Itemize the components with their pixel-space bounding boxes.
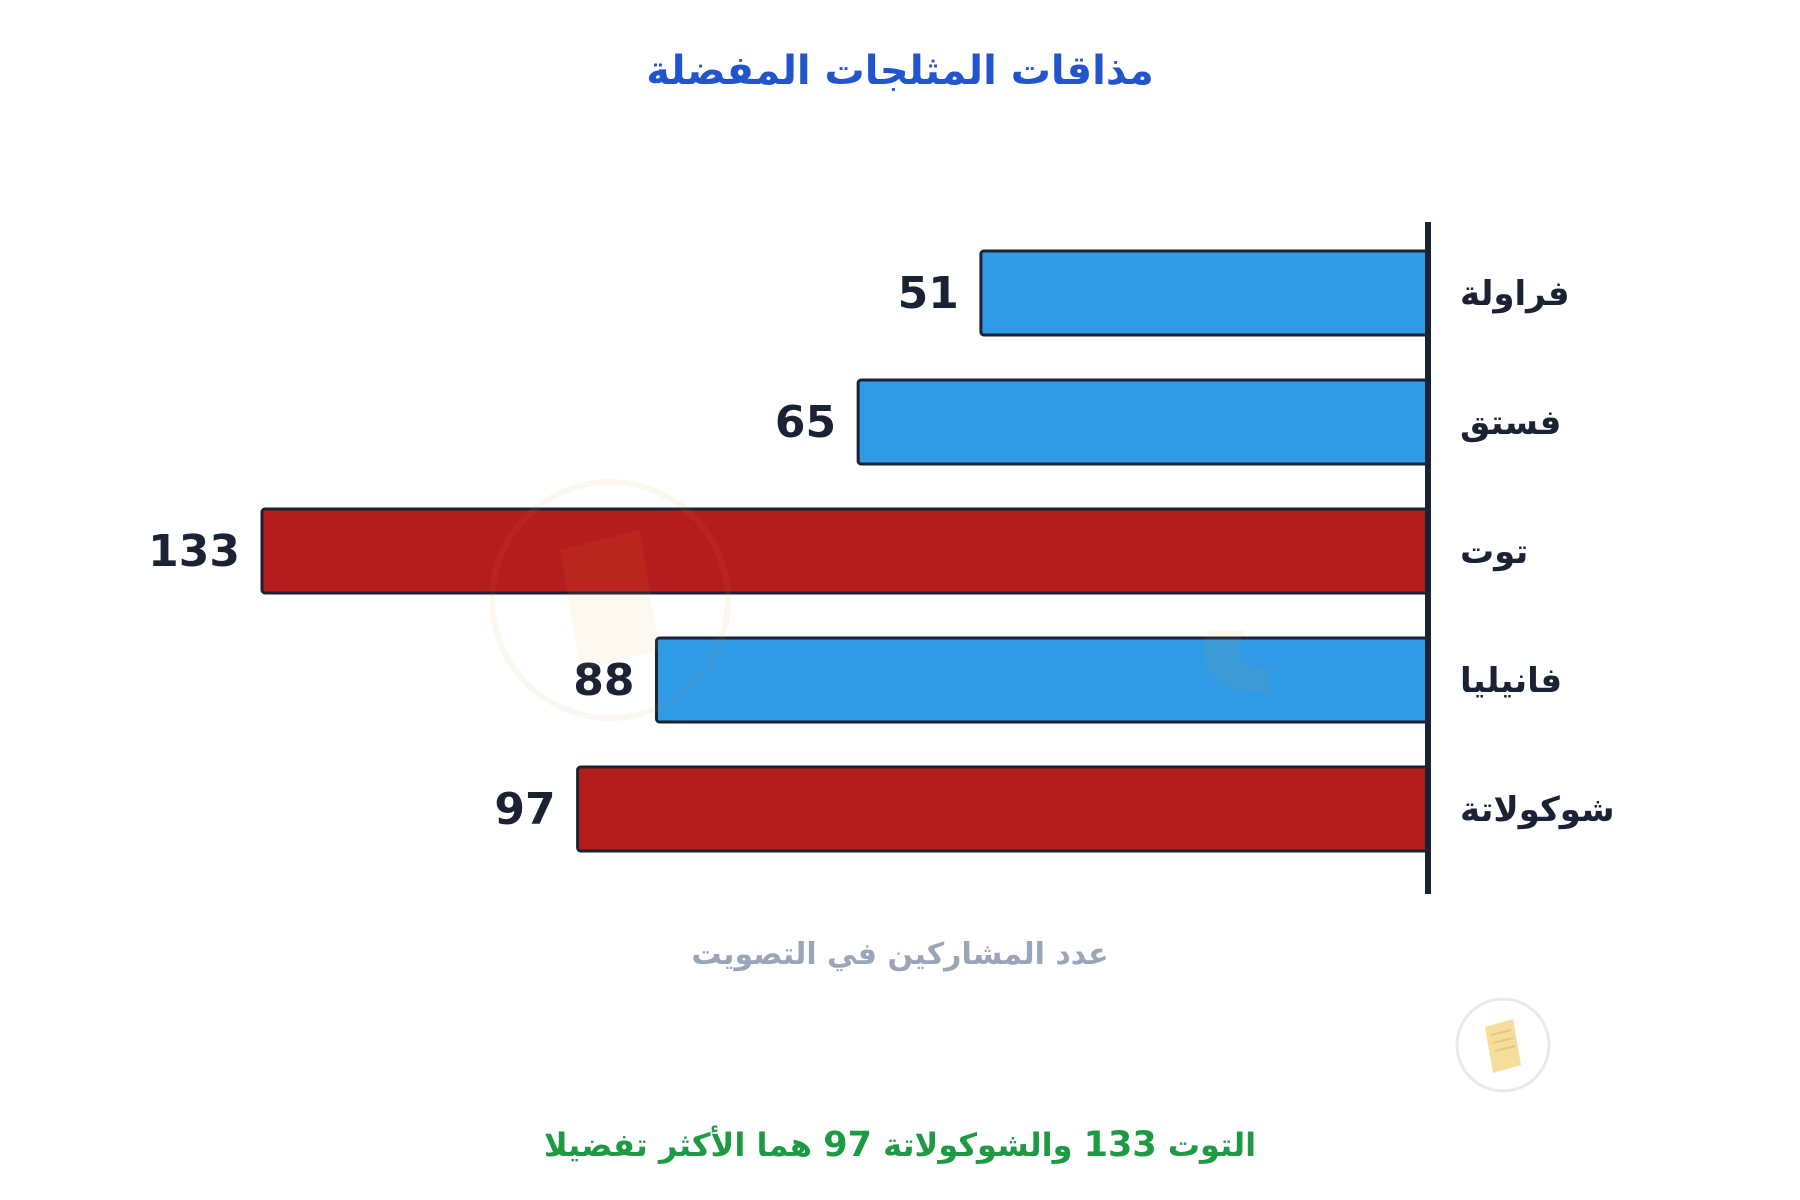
category-labels-layer: فراولة فستق توت فانيليا شوكولاتة [1460, 274, 1615, 830]
value-label: 97 [494, 784, 555, 835]
category-label: توت [1460, 532, 1528, 572]
value-label: 51 [898, 268, 959, 319]
note-part-1: التوت [1167, 1126, 1257, 1164]
value-label: 88 [573, 655, 634, 706]
summary-note: التوت 133 والشوكولاتة 97 هما الأكثر تفضي… [0, 1125, 1800, 1165]
bar [576, 765, 1430, 853]
category-label: فانيليا [1460, 661, 1562, 701]
chart-title: مذاقات المثلجات المفضلة [646, 48, 1154, 94]
category-label: فراولة [1460, 274, 1570, 314]
bar [260, 507, 1430, 595]
note-part-2: والشوكولاتة [883, 1126, 1073, 1164]
note-value-1: 133 [1083, 1125, 1157, 1165]
category-label: فستق [1460, 403, 1561, 443]
bar [655, 636, 1430, 724]
bar [979, 249, 1430, 337]
book-pencil-icon [1455, 997, 1551, 1093]
note-part-3: هما الأكثر تفضيلا [543, 1126, 813, 1164]
value-labels-layer: 51 65 133 88 97 [148, 268, 959, 835]
bars-layer [260, 249, 1430, 853]
note-value-2: 97 [823, 1125, 872, 1165]
bar-chart: 51 65 133 88 97 فراولة فستق توت فانيليا شوكولاتة… [148, 222, 1615, 972]
logo-watermark-small: حلول [1455, 996, 1755, 1093]
watermark-text-small: حلول [1750, 996, 1755, 1086]
value-label: 133 [148, 526, 240, 577]
x-axis-label: عدد المشاركين في التصويت [691, 937, 1108, 972]
bar [856, 378, 1430, 466]
category-label: شوكولاتة [1460, 790, 1615, 830]
value-label: 65 [775, 397, 836, 448]
